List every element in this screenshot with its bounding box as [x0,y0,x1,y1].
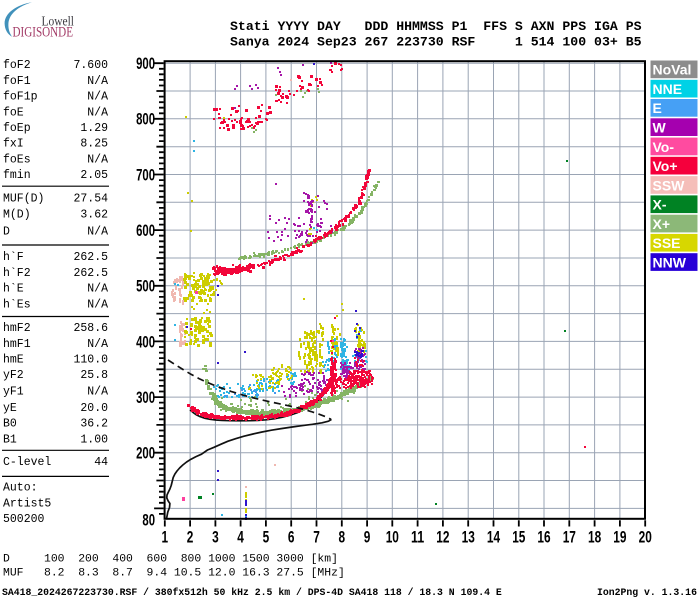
svg-text:SSW: SSW [653,177,686,193]
svg-text:11: 11 [411,528,424,546]
svg-text:2.05: 2.05 [80,169,108,182]
svg-text:h`F2: h`F2 [3,267,31,280]
svg-text:N/A: N/A [87,338,108,351]
svg-text:15: 15 [512,528,525,546]
svg-text:NNW: NNW [653,254,687,270]
svg-text:27.54: 27.54 [73,193,108,206]
svg-text:SA418_2024267223730.RSF / 380f: SA418_2024267223730.RSF / 380fx512h 50 k… [2,587,502,598]
svg-text:D 100 200 400 600 800: D 100 200 400 600 800 1000 1500 3000 [km… [3,554,338,566]
svg-text:13: 13 [462,528,475,546]
svg-text:1.29: 1.29 [80,122,108,135]
svg-text:E: E [653,100,662,116]
svg-text:20.0: 20.0 [80,402,108,415]
svg-text:foEp: foEp [3,122,31,135]
svg-text:9: 9 [364,528,371,546]
svg-text:600: 600 [136,222,155,240]
svg-text:X+: X+ [653,216,671,232]
svg-text:D: D [3,226,10,239]
svg-text:258.6: 258.6 [73,322,108,335]
svg-text:4: 4 [237,528,244,546]
svg-text:N/A: N/A [87,283,108,296]
svg-text:foF1: foF1 [3,75,31,88]
svg-text:Lowell: Lowell [42,14,75,29]
svg-text:Ion2Png v. 1.3.16: Ion2Png v. 1.3.16 [597,587,697,598]
svg-text:700: 700 [136,166,155,184]
svg-text:fmin: fmin [3,169,31,182]
svg-text:DIGISONDE: DIGISONDE [13,25,74,41]
svg-text:5: 5 [263,528,270,546]
svg-text:80: 80 [142,511,155,529]
svg-text:8.25: 8.25 [80,138,108,151]
svg-text:foEs: foEs [3,153,31,166]
svg-text:yE: yE [3,402,17,415]
svg-text:44: 44 [94,456,108,469]
svg-text:900: 900 [136,55,155,73]
svg-text:N/A: N/A [87,386,108,399]
svg-text:8: 8 [339,528,346,546]
svg-text:16: 16 [537,528,550,546]
svg-text:12: 12 [436,528,449,546]
svg-text:NoVal: NoVal [653,62,692,78]
svg-text:800: 800 [136,111,155,129]
svg-text:18: 18 [588,528,601,546]
svg-text:MUF(D): MUF(D) [3,193,44,206]
svg-text:7: 7 [313,528,320,546]
svg-text:N/A: N/A [87,226,108,239]
svg-text:400: 400 [136,333,155,351]
svg-text:500200: 500200 [3,513,45,526]
svg-text:yF1: yF1 [3,386,24,399]
svg-text:110.0: 110.0 [73,354,108,367]
svg-text:Artist5: Artist5 [3,497,51,510]
svg-text:N/A: N/A [87,75,108,88]
svg-text:W: W [653,120,667,136]
svg-text:B0: B0 [3,418,17,431]
svg-text:2: 2 [187,528,194,546]
svg-text:3.62: 3.62 [80,208,108,221]
svg-text:Auto:: Auto: [3,482,38,495]
svg-text:7.600: 7.600 [73,59,108,72]
svg-text:N/A: N/A [87,106,108,119]
svg-text:262.5: 262.5 [73,251,108,264]
svg-text:25.8: 25.8 [80,369,108,382]
svg-text:foF2: foF2 [3,59,31,72]
svg-text:Stati YYYY DAY DDD HHMMSS P1: Stati YYYY DAY DDD HHMMSS P1 FFS S AXN P… [230,19,642,34]
svg-text:20: 20 [639,528,652,546]
svg-text:N/A: N/A [87,153,108,166]
svg-text:fxI: fxI [3,138,24,151]
svg-text:36.2: 36.2 [80,418,108,431]
svg-text:262.5: 262.5 [73,267,108,280]
svg-text:10: 10 [386,528,399,546]
svg-text:500: 500 [136,278,155,296]
svg-text:17: 17 [563,528,576,546]
svg-text:19: 19 [613,528,626,546]
svg-text:C-level: C-level [3,456,51,469]
svg-text:Sanya 2024 Sep23 267 223730 RS: Sanya 2024 Sep23 267 223730 RSF 1 514 10… [230,34,642,49]
svg-text:N/A: N/A [87,91,108,104]
svg-text:Vo-: Vo- [653,139,675,155]
svg-text:B1: B1 [3,433,17,446]
svg-text:NNE: NNE [653,81,683,97]
svg-text:N/A: N/A [87,298,108,311]
svg-text:h`E: h`E [3,283,24,296]
svg-text:1: 1 [162,528,169,546]
svg-text:foF1p: foF1p [3,91,38,104]
svg-text:200: 200 [136,445,155,463]
svg-text:h`Es: h`Es [3,298,31,311]
svg-text:foE: foE [3,106,24,119]
svg-text:14: 14 [487,528,501,546]
svg-text:6: 6 [288,528,295,546]
svg-text:yF2: yF2 [3,369,24,382]
svg-text:300: 300 [136,389,155,407]
svg-text:hmF1: hmF1 [3,338,31,351]
svg-text:M(D): M(D) [3,208,31,221]
svg-text:SSE: SSE [653,235,681,251]
svg-text:X-: X- [653,197,667,213]
svg-text:3: 3 [212,528,219,546]
svg-text:h`F: h`F [3,251,24,264]
svg-text:1.00: 1.00 [80,433,108,446]
svg-text:hmE: hmE [3,354,24,367]
svg-text:hmF2: hmF2 [3,322,31,335]
svg-text:MUF 8.2 8.3 8.7 9.4 10.5: MUF 8.2 8.3 8.7 9.4 10.5 12.0 16.3 27.5 … [3,568,345,580]
svg-text:Vo+: Vo+ [653,158,678,174]
